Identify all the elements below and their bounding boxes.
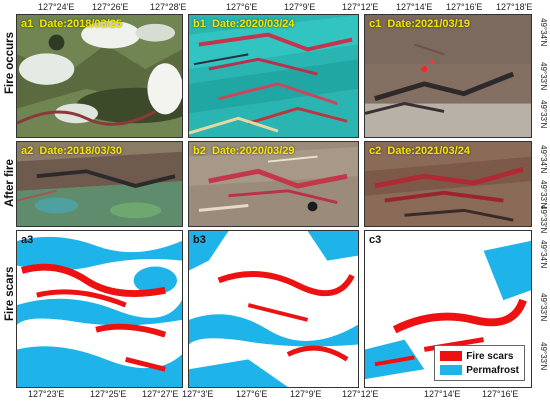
top-tick: 127°24'E — [38, 2, 75, 12]
bottom-tick: 127°9'E — [290, 389, 322, 399]
row-label-after-fire: After fire — [4, 159, 16, 207]
row-label-fire-occurs: Fire occurs — [4, 32, 16, 94]
legend-permafrost: Permafrost — [440, 363, 519, 377]
bottom-tick: 127°6'E — [236, 389, 268, 399]
panel-a1: a1 Date:2018/03/25 — [16, 14, 183, 138]
panel-c3: c3 Fire scars Permafrost — [364, 230, 532, 388]
bottom-tick: 127°27'E — [142, 389, 179, 399]
right-tick: 49°33'N — [539, 293, 548, 322]
bottom-tick: 127°25'E — [90, 389, 127, 399]
right-tick: 49°34'N — [539, 145, 548, 174]
panel-label-b3: b3 — [193, 234, 206, 246]
top-tick: 127°18'E — [496, 2, 533, 12]
panel-b3: b3 — [188, 230, 359, 388]
top-tick: 127°14'E — [396, 2, 433, 12]
panel-b1: b1 Date:2020/03/24 — [188, 14, 359, 138]
legend-fire-scars: Fire scars — [440, 349, 519, 363]
right-tick: 49°33'N — [539, 205, 548, 234]
right-tick: 49°33'N — [539, 342, 548, 371]
top-tick: 127°26'E — [92, 2, 129, 12]
top-tick: 127°16'E — [446, 2, 483, 12]
panel-label-c3: c3 — [369, 234, 382, 246]
bottom-tick: 127°12'E — [342, 389, 379, 399]
fire-scars-swatch — [440, 351, 463, 361]
panel-c2: c2 Date:2021/03/24 — [364, 141, 532, 227]
bottom-tick: 127°3'E — [182, 389, 214, 399]
bottom-tick: 127°14'E — [424, 389, 461, 399]
right-tick: 49°33'N — [539, 100, 548, 129]
panel-label-b1: b1 Date:2020/03/24 — [193, 18, 295, 30]
panel-a2: a2 Date:2018/03/30 — [16, 141, 183, 227]
panel-c1: c1 Date:2021/03/19 — [364, 14, 532, 138]
right-tick: 49°34'N — [539, 18, 548, 47]
top-tick: 127°28'E — [150, 2, 187, 12]
permafrost-swatch — [440, 365, 463, 375]
top-tick: 127°9'E — [284, 2, 316, 12]
legend: Fire scars Permafrost — [434, 345, 525, 381]
bottom-tick: 127°16'E — [482, 389, 519, 399]
top-tick: 127°12'E — [342, 2, 379, 12]
panel-label-c2: c2 Date:2021/03/24 — [369, 145, 470, 157]
right-tick: 49°34'N — [539, 240, 548, 269]
panel-label-c1: c1 Date:2021/03/19 — [369, 18, 470, 30]
panel-a3: a3 — [16, 230, 183, 388]
top-tick: 127°6'E — [226, 2, 258, 12]
right-tick: 49°33'N — [539, 62, 548, 91]
bottom-tick: 127°23'E — [28, 389, 65, 399]
row-label-fire-scars: Fire scars — [4, 266, 16, 321]
panel-label-a1: a1 Date:2018/03/25 — [21, 18, 122, 30]
panel-label-a2: a2 Date:2018/03/30 — [21, 145, 122, 157]
panel-label-b2: b2 Date:2020/03/29 — [193, 145, 295, 157]
panel-label-a3: a3 — [21, 234, 34, 246]
panel-b2: b2 Date:2020/03/29 — [188, 141, 359, 227]
